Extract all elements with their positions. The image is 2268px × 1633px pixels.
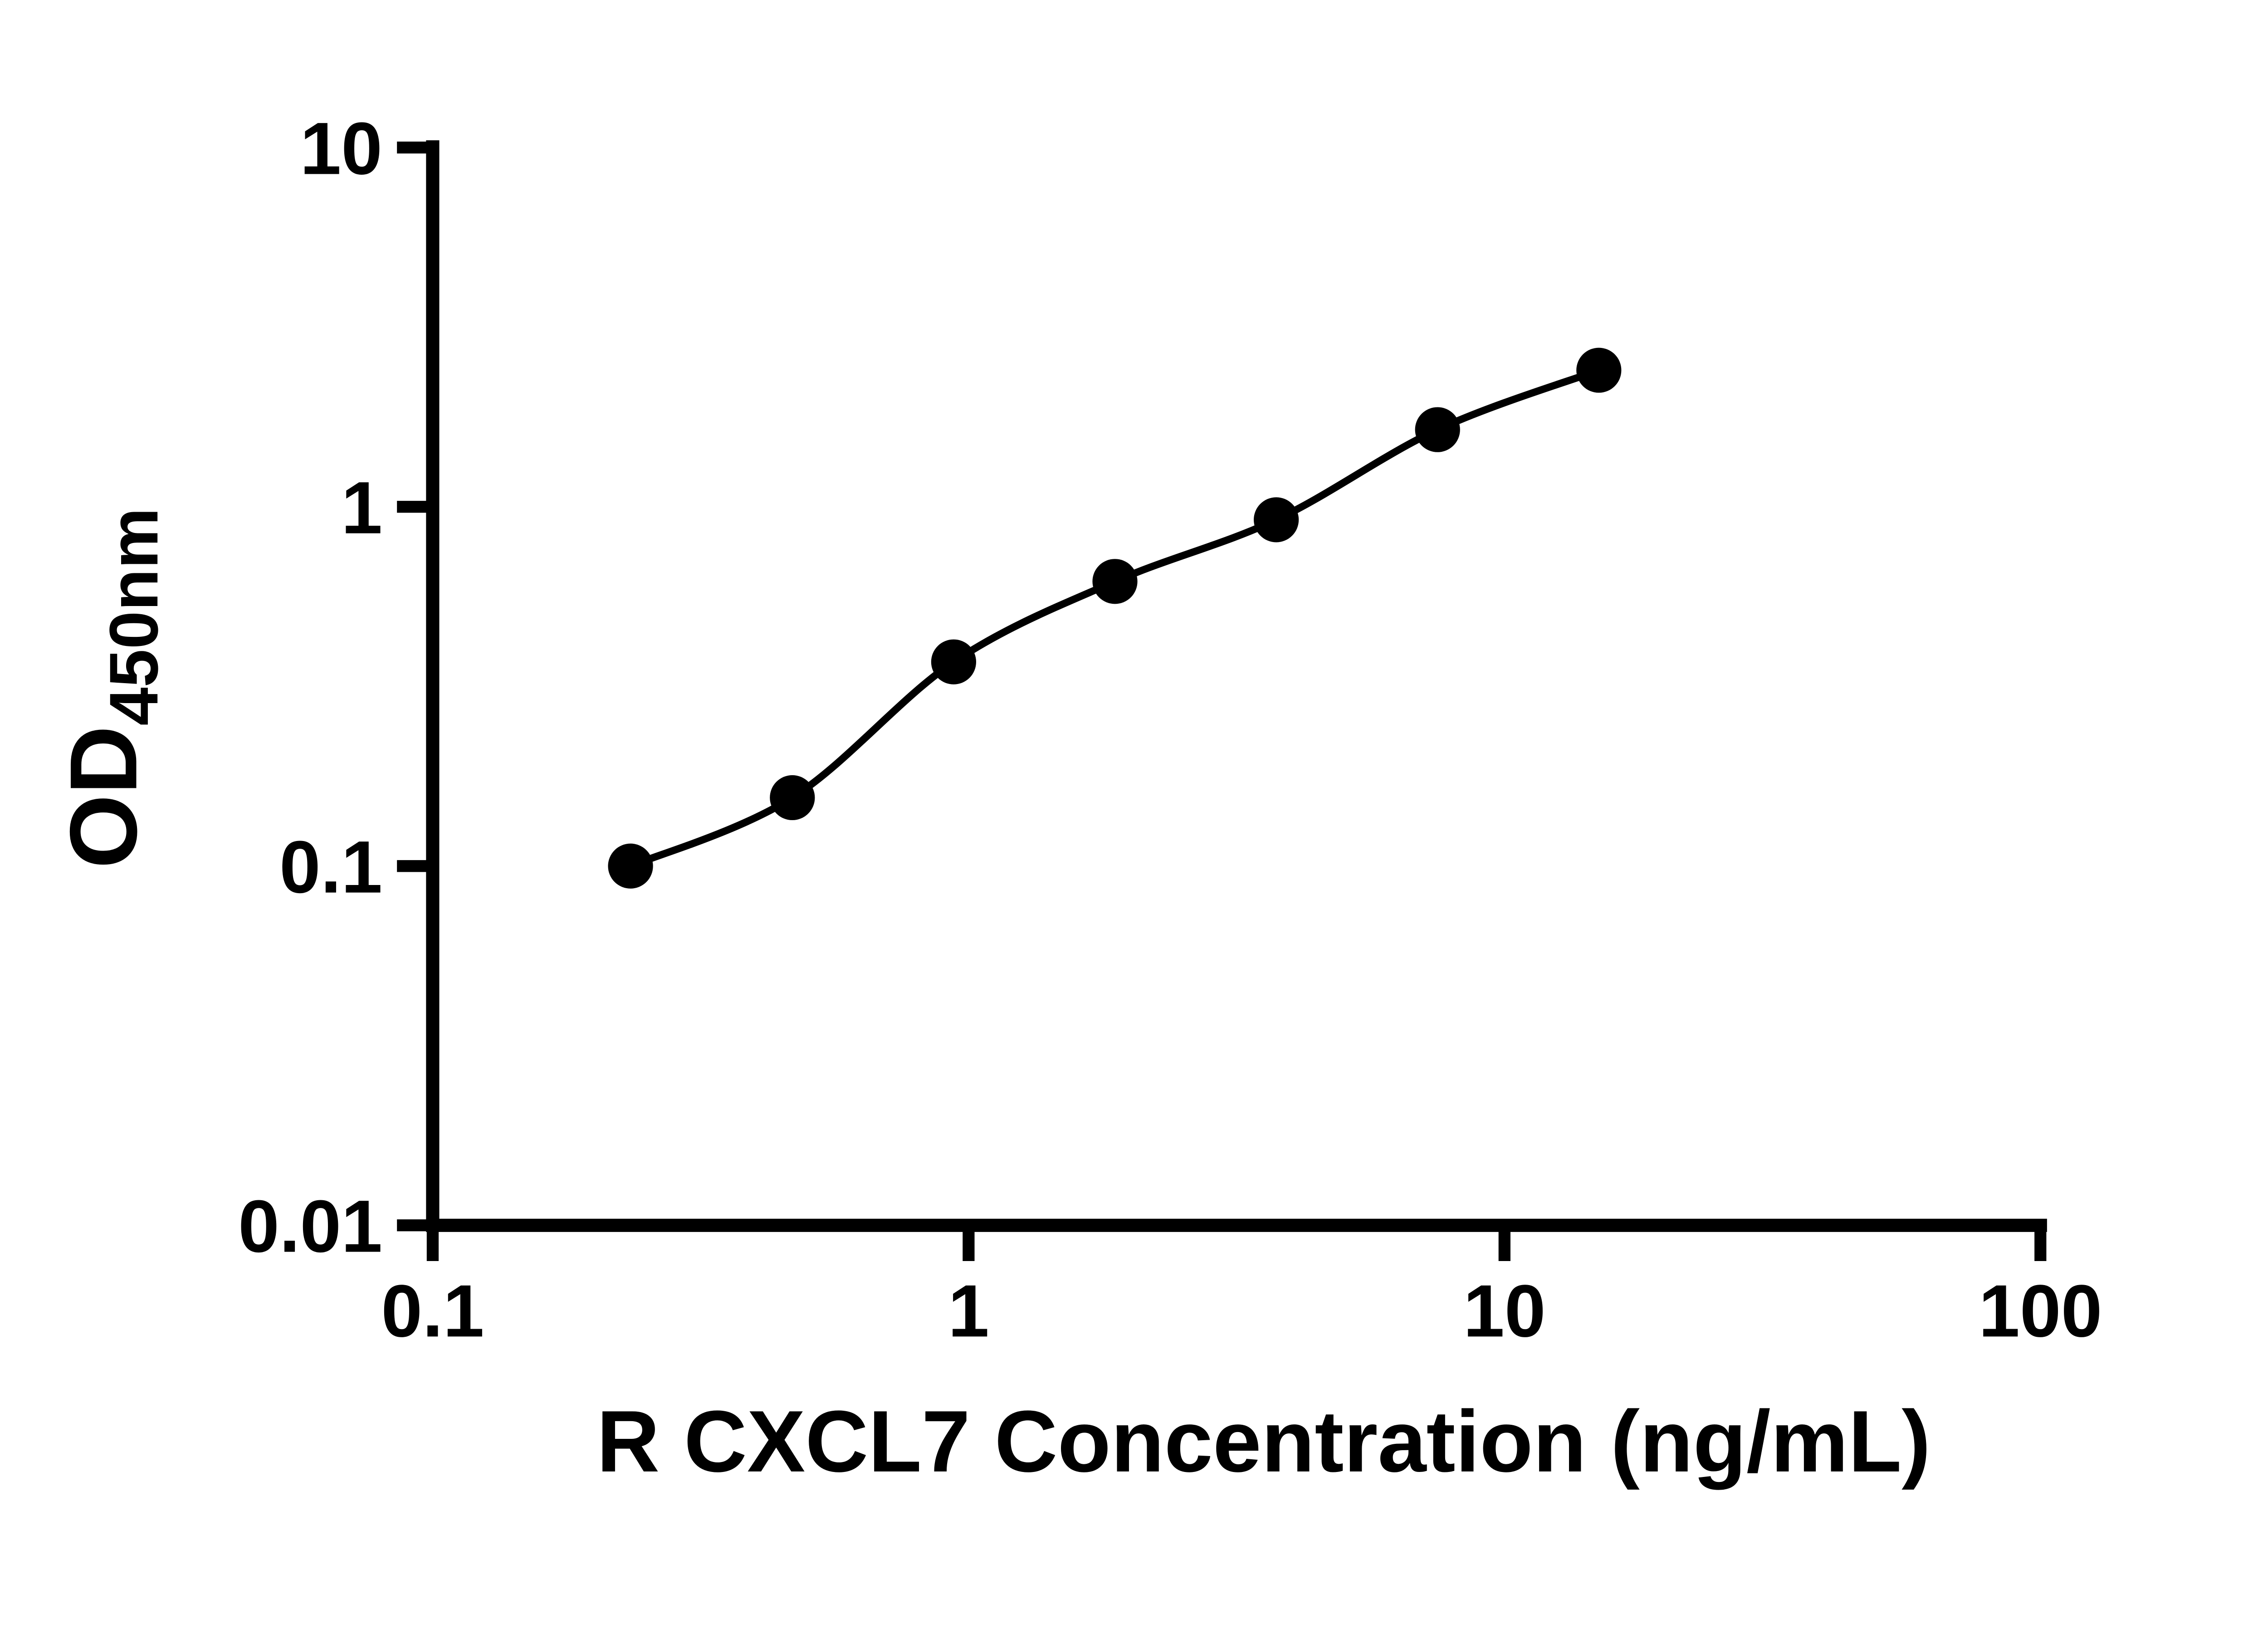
data-series — [608, 347, 1622, 889]
axis-ticks — [397, 142, 2047, 1261]
y-axis-tick-label: 0.01 — [238, 1185, 382, 1268]
y-axis-tick-label: 0.1 — [279, 826, 382, 909]
y-axis-title-main: OD — [50, 726, 156, 869]
y-axis-title: OD450nm — [50, 508, 172, 869]
data-point — [770, 775, 815, 821]
y-axis-title-sub: 450nm — [96, 508, 172, 726]
x-axis-tick-label: 10 — [1463, 1269, 1546, 1352]
data-point — [608, 843, 653, 889]
y-axis-tick-label: 10 — [300, 107, 382, 190]
standard-curve-chart: 0.1 1 10 100 0.01 0.1 1 10 R CXCL7 Concentratio… — [50, 107, 2102, 1490]
data-point — [1576, 347, 1622, 393]
y-axis-tick-label: 1 — [341, 466, 382, 549]
data-point — [1254, 497, 1299, 543]
x-axis-title: R CXCL7 Concentration (ng/mL) — [596, 1393, 1931, 1490]
x-axis-tick-label: 100 — [1979, 1269, 2102, 1352]
data-point — [1092, 559, 1138, 604]
x-axis-tick-label: 0.1 — [381, 1269, 484, 1352]
axes — [426, 140, 2047, 1232]
x-axis-tick-label: 1 — [948, 1269, 989, 1352]
data-point — [931, 639, 976, 684]
data-point — [1415, 407, 1460, 452]
